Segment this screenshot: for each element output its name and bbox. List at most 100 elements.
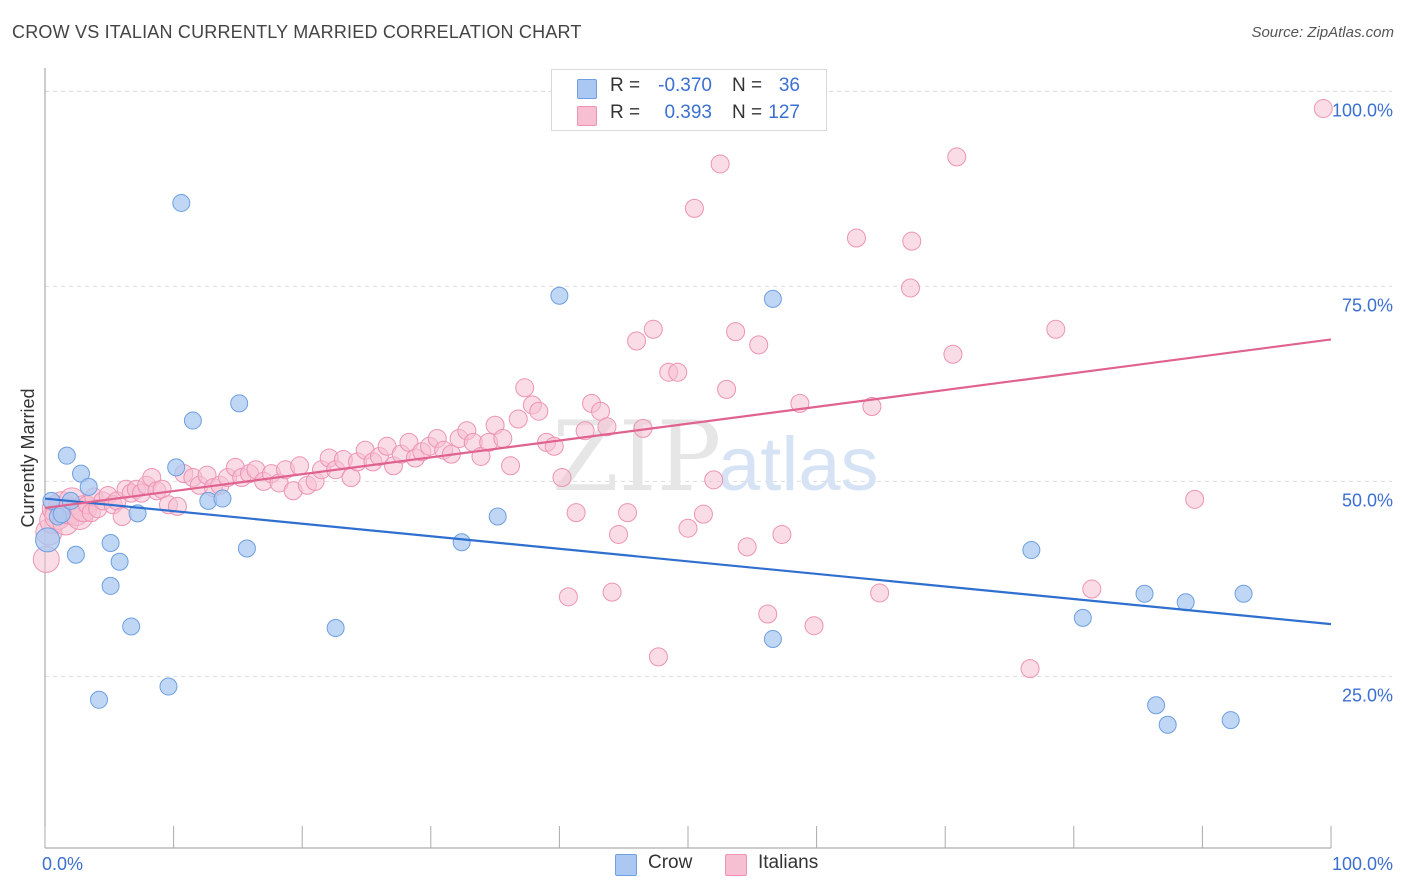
legend-n-label: N = bbox=[732, 102, 763, 123]
italians-point bbox=[947, 147, 967, 167]
legend-row-crow: R = -0.370 N = 36 bbox=[552, 75, 826, 101]
italians-point bbox=[609, 524, 629, 544]
italians-point bbox=[112, 507, 132, 526]
crow-point bbox=[101, 534, 120, 553]
italians-point bbox=[290, 456, 310, 476]
italians-point bbox=[515, 378, 535, 398]
watermark: ZIP atlas bbox=[552, 401, 879, 513]
italians-trend-line bbox=[44, 338, 1332, 510]
crow-point bbox=[57, 446, 76, 465]
y-tick-label: 100.0% bbox=[1332, 100, 1393, 120]
crow-point bbox=[237, 539, 256, 558]
italians-point bbox=[648, 647, 668, 667]
italians-legend-label: Italians bbox=[758, 852, 819, 873]
crow-point bbox=[1135, 584, 1154, 603]
legend-n-label: N = bbox=[732, 75, 763, 96]
grid bbox=[45, 90, 1392, 677]
italians-point bbox=[846, 228, 866, 248]
legend-row-italians: R = 0.393 N = 127 bbox=[552, 102, 826, 128]
italians-point bbox=[529, 401, 549, 421]
crow-legend-label: Crow bbox=[648, 852, 693, 873]
crow-point bbox=[550, 286, 569, 305]
italians-point bbox=[678, 518, 698, 538]
italians-point bbox=[597, 417, 617, 437]
y-axis-title: Currently Married bbox=[18, 388, 38, 527]
italians-swatch bbox=[577, 106, 597, 126]
crow-point bbox=[1176, 593, 1195, 612]
italians-point bbox=[1185, 489, 1205, 509]
crow-point bbox=[122, 617, 141, 636]
watermark-atlas: atlas bbox=[718, 422, 879, 507]
trend-lines bbox=[44, 338, 1332, 626]
italians-point bbox=[902, 231, 922, 251]
y-tick-labels: 100.0% 75.0% 50.0% 25.0% bbox=[1332, 100, 1393, 705]
legend-n-value: 127 bbox=[768, 102, 800, 123]
italians-point bbox=[684, 198, 704, 218]
crow-point bbox=[172, 193, 191, 212]
crow-point bbox=[230, 394, 249, 413]
italians-point bbox=[627, 331, 647, 351]
crow-swatch bbox=[615, 854, 637, 876]
italians-point bbox=[870, 583, 890, 603]
italians-point bbox=[558, 587, 578, 607]
italians-point bbox=[772, 524, 792, 544]
crow-point bbox=[159, 677, 178, 696]
y-tick-label: 50.0% bbox=[1342, 490, 1393, 510]
crow-point bbox=[326, 619, 345, 638]
italians-point bbox=[737, 537, 757, 557]
legend-n-value: 36 bbox=[778, 75, 800, 96]
y-tick-label: 75.0% bbox=[1342, 295, 1393, 315]
legend-r-label: R = bbox=[610, 102, 641, 123]
crow-point bbox=[90, 690, 109, 709]
italians-point bbox=[900, 278, 920, 298]
italians-point bbox=[1046, 319, 1066, 339]
italians-point bbox=[566, 503, 586, 523]
italians-point bbox=[552, 468, 572, 487]
italians-point bbox=[1020, 659, 1040, 679]
crow-point bbox=[128, 504, 147, 523]
crow-point bbox=[110, 552, 129, 571]
italians-point bbox=[862, 397, 882, 417]
crow-point bbox=[763, 289, 782, 308]
italians-point bbox=[717, 379, 737, 399]
italians-point bbox=[758, 604, 778, 624]
italians-point bbox=[508, 409, 528, 429]
legend-r-value: 0.393 bbox=[664, 102, 712, 123]
italians-point bbox=[493, 429, 513, 448]
chart-title: CROW VS ITALIAN CURRENTLY MARRIED CORREL… bbox=[12, 22, 582, 42]
legend-r-value: -0.370 bbox=[658, 75, 712, 96]
source-label: Source: ZipAtlas.com bbox=[1251, 24, 1394, 41]
crow-point bbox=[213, 489, 232, 508]
x-ticks bbox=[44, 826, 1332, 848]
watermark-zip: ZIP bbox=[552, 401, 721, 513]
italians-point bbox=[804, 616, 824, 636]
italians-point bbox=[618, 503, 638, 523]
crow-point bbox=[1221, 711, 1240, 730]
crow-point bbox=[452, 533, 471, 552]
crow-point bbox=[1158, 715, 1177, 734]
italians-point bbox=[575, 421, 595, 441]
correlation-legend: R = -0.370 N = 36 R = 0.393 N = 127 bbox=[551, 69, 827, 131]
italians-point bbox=[602, 582, 622, 602]
italians-point bbox=[710, 154, 730, 174]
crow-point bbox=[1073, 608, 1092, 627]
crow-swatch bbox=[577, 79, 597, 99]
italians-point bbox=[501, 456, 521, 476]
italians-point bbox=[693, 504, 713, 524]
crow-point bbox=[35, 527, 61, 553]
crow-point bbox=[1022, 541, 1041, 560]
crow-trend-line bbox=[44, 497, 1332, 626]
x-tick-label-max: 100.0% bbox=[1332, 854, 1393, 874]
crow-point bbox=[66, 545, 85, 564]
crow-point bbox=[167, 458, 186, 477]
italians-point bbox=[726, 322, 746, 342]
italians-point bbox=[749, 335, 769, 355]
crow-points bbox=[35, 193, 1253, 734]
crow-point bbox=[488, 507, 507, 526]
crow-point bbox=[763, 629, 782, 648]
crow-point bbox=[183, 411, 202, 430]
italians-point bbox=[1313, 99, 1333, 119]
italians-point bbox=[668, 362, 688, 382]
italians-swatch bbox=[725, 854, 747, 876]
y-tick-label: 25.0% bbox=[1342, 685, 1393, 705]
